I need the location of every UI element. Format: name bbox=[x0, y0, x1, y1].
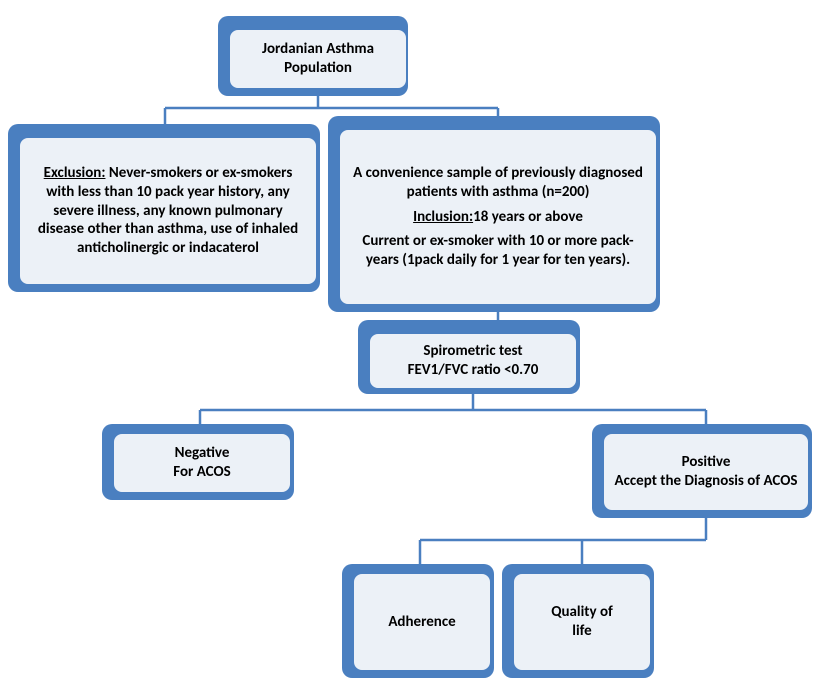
positive-line1: Positive bbox=[682, 453, 731, 472]
inclusion-node: A convenience sample of previously diagn… bbox=[338, 128, 658, 306]
inclusion-line3: Current or ex-smoker with 10 or more pac… bbox=[350, 232, 646, 270]
qol-line1: Quality of bbox=[551, 603, 613, 622]
positive-node: Positive Accept the Diagnosis of ACOS bbox=[602, 432, 810, 512]
adherence-node: Adherence bbox=[352, 572, 492, 672]
root-line2: Population bbox=[284, 59, 352, 78]
spiro-line2: FEV1/FVC ratio <0.70 bbox=[408, 361, 539, 380]
exclusion-text: Exclusion: Never-smokers or ex-smokers w… bbox=[30, 164, 306, 258]
negative-line2: For ACOS bbox=[173, 463, 230, 482]
negative-line1: Negative bbox=[175, 444, 230, 463]
spiro-line1: Spirometric test bbox=[423, 342, 522, 361]
qol-node: Quality of life bbox=[512, 572, 652, 672]
inclusion-line2-rest: 18 years or above bbox=[473, 208, 583, 226]
adherence-line1: Adherence bbox=[388, 613, 455, 632]
inclusion-label: Inclusion: bbox=[413, 208, 473, 226]
inclusion-line2: Inclusion:18 years or above bbox=[413, 208, 583, 227]
root-node: Jordanian Asthma Population bbox=[228, 28, 408, 90]
qol-line2: life bbox=[572, 622, 591, 641]
exclusion-label: Exclusion: bbox=[44, 164, 106, 182]
negative-node: Negative For ACOS bbox=[112, 432, 292, 494]
spiro-node: Spirometric test FEV1/FVC ratio <0.70 bbox=[368, 332, 578, 390]
positive-line2: Accept the Diagnosis of ACOS bbox=[615, 472, 798, 491]
inclusion-line1: A convenience sample of previously diagn… bbox=[350, 164, 646, 202]
root-line1: Jordanian Asthma bbox=[262, 40, 374, 59]
exclusion-node: Exclusion: Never-smokers or ex-smokers w… bbox=[18, 136, 318, 286]
